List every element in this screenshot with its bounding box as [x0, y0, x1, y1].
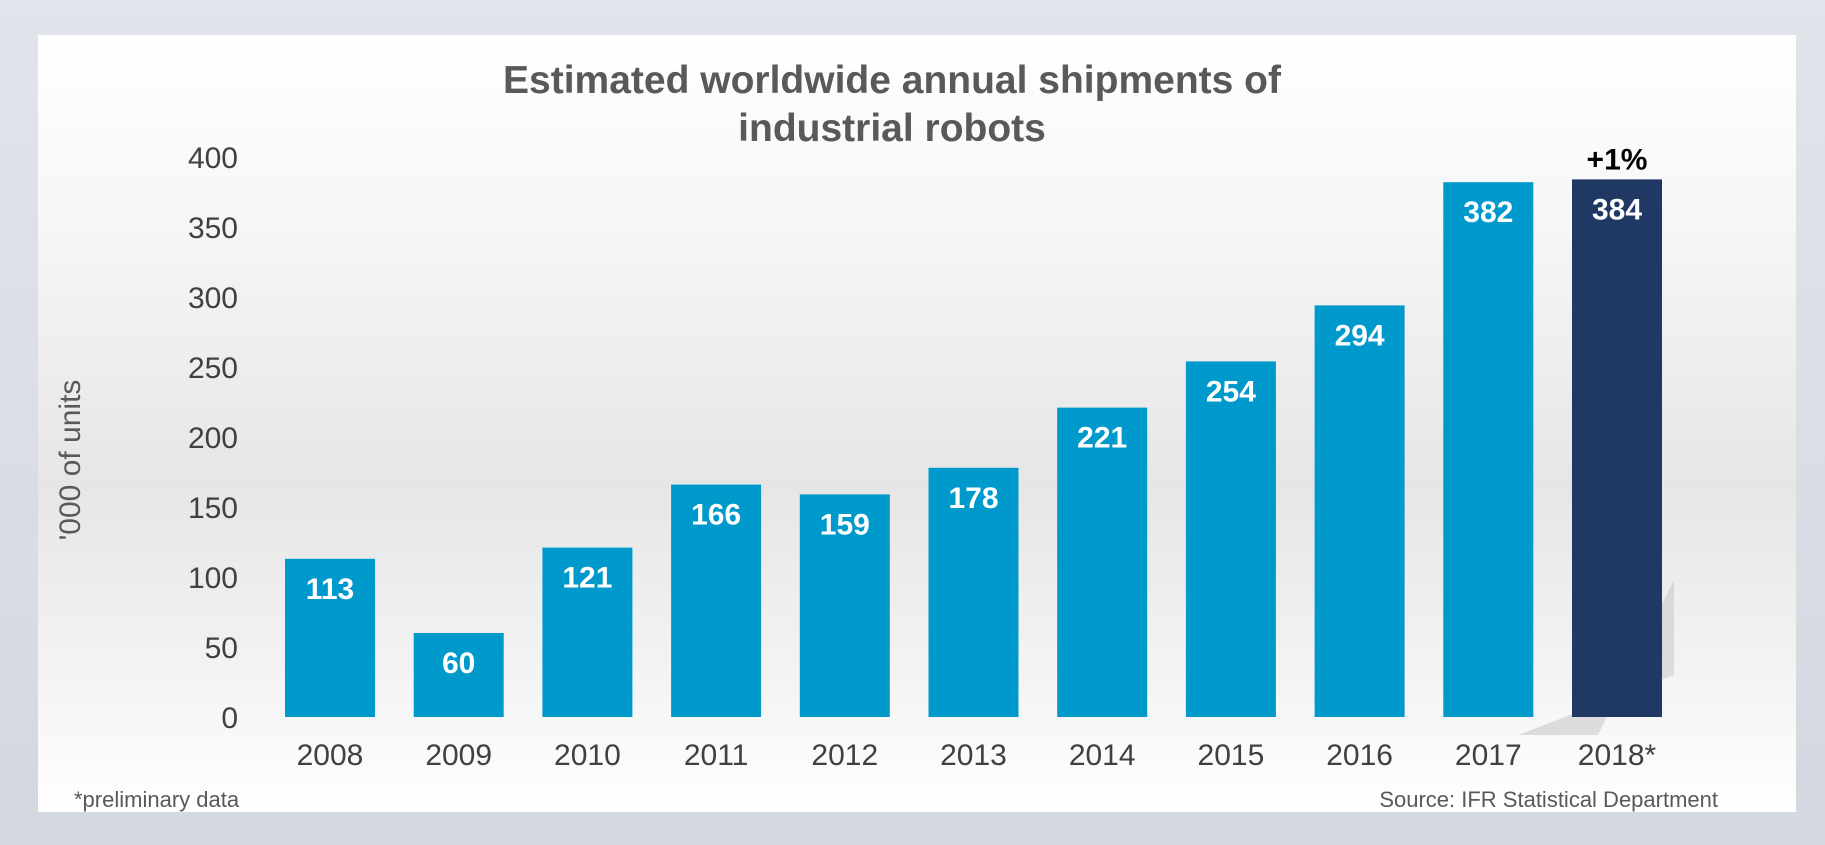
bars-group: [285, 179, 1662, 717]
y-tick-label: 0: [221, 702, 238, 735]
y-tick-label: 200: [188, 422, 238, 455]
chart-title-line-1: Estimated worldwide annual shipments of: [503, 59, 1282, 102]
data-label-2017: 382: [1463, 196, 1513, 229]
preliminary-data-note: *preliminary data: [74, 787, 240, 812]
data-label-2015: 254: [1206, 375, 1256, 408]
x-tick-label: 2010: [554, 739, 621, 772]
x-axis-ticks: 2008 2009 2010 2011 2012 2013 2014 2015 2016 2017…: [297, 739, 1657, 772]
data-label-2016: 294: [1335, 319, 1385, 352]
x-tick-label: 2015: [1198, 739, 1265, 772]
data-label-2011: 166: [691, 499, 741, 532]
data-label-2014: 221: [1077, 422, 1127, 455]
chart-title-line-2: industrial robots: [738, 107, 1046, 150]
source-note: Source: IFR Statistical Department: [1379, 787, 1718, 812]
slide-background: Estimated worldwide annual shipments of …: [0, 0, 1825, 845]
x-tick-label: 2011: [684, 739, 749, 772]
y-tick-label: 300: [188, 282, 238, 315]
x-tick-label: 2012: [811, 739, 878, 772]
y-tick-label: 150: [188, 492, 238, 525]
y-tick-label: 350: [188, 212, 238, 245]
x-tick-label: 2016: [1326, 739, 1393, 772]
data-label-2013: 178: [948, 482, 998, 515]
x-tick-label: 2013: [940, 739, 1007, 772]
x-tick-label: 2018*: [1578, 739, 1657, 772]
x-tick-label: 2009: [425, 739, 492, 772]
bar-2017: [1443, 182, 1533, 717]
data-label-2018: 384: [1592, 193, 1642, 226]
y-tick-label: 400: [188, 142, 238, 175]
x-tick-label: 2014: [1069, 739, 1136, 772]
y-tick-label: 250: [188, 352, 238, 385]
x-tick-label: 2008: [297, 739, 364, 772]
data-label-2008: 113: [306, 573, 354, 606]
y-axis-label: '000 of units: [54, 380, 87, 541]
bar-2018: [1572, 179, 1662, 717]
y-axis-ticks: 0 50 100 150 200 250 300 350 400: [188, 142, 238, 735]
x-tick-label: 2017: [1455, 739, 1522, 772]
bar-2016: [1315, 305, 1405, 717]
bar-chart: Estimated worldwide annual shipments of …: [38, 35, 1796, 812]
data-label-2012: 159: [820, 508, 870, 541]
data-label-2009: 60: [442, 647, 475, 680]
y-tick-label: 100: [188, 562, 238, 595]
data-label-2010: 121: [562, 562, 612, 595]
y-tick-label: 50: [205, 632, 238, 665]
chart-panel: Estimated worldwide annual shipments of …: [38, 35, 1796, 812]
bar-2015: [1186, 361, 1276, 717]
growth-annotation: +1%: [1587, 143, 1648, 176]
